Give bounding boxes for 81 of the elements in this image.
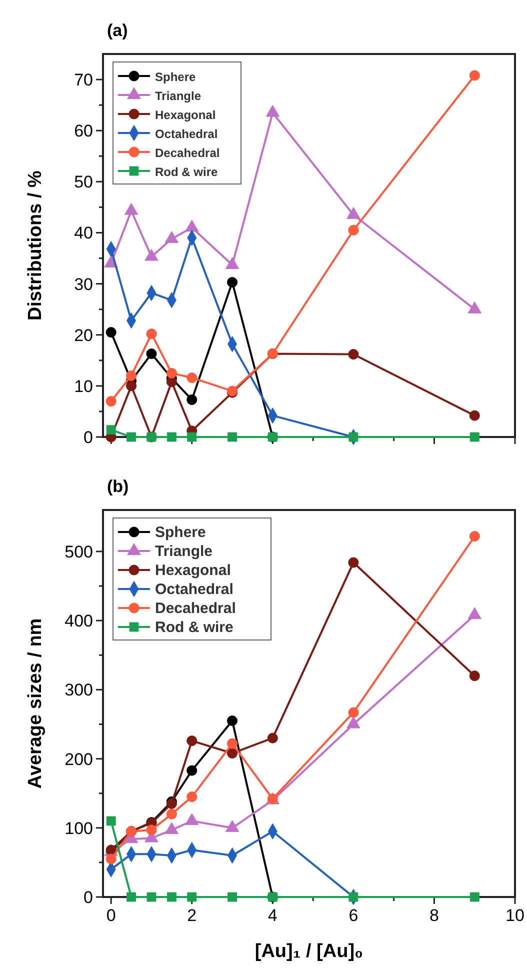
point bbox=[267, 732, 278, 744]
y-tick-label: 0 bbox=[84, 428, 93, 447]
y-axis-title: Average sizes / nm bbox=[25, 618, 46, 789]
point bbox=[470, 892, 480, 902]
point bbox=[348, 892, 358, 902]
legend-label: Hexagonal bbox=[155, 108, 216, 122]
legend-label: Octahedral bbox=[155, 581, 234, 598]
legend-label: Decahedral bbox=[155, 600, 236, 617]
y-tick-label: 500 bbox=[64, 542, 93, 562]
chart-title: (b) bbox=[107, 477, 129, 496]
y-axis-title: Distributions / % bbox=[25, 170, 46, 320]
point bbox=[186, 394, 198, 406]
y-tick-label: 10 bbox=[74, 376, 93, 396]
point bbox=[166, 892, 176, 902]
y-tick-label: 0 bbox=[84, 888, 93, 907]
point bbox=[106, 854, 116, 864]
y-tick-label: 50 bbox=[74, 172, 93, 192]
point bbox=[348, 224, 359, 236]
point bbox=[186, 792, 198, 802]
point bbox=[228, 432, 237, 442]
point bbox=[126, 432, 136, 442]
point bbox=[126, 380, 137, 392]
legend-label: Octahedral bbox=[155, 127, 218, 141]
point bbox=[166, 376, 177, 388]
point bbox=[469, 670, 480, 682]
point bbox=[226, 738, 238, 749]
point bbox=[348, 432, 358, 442]
point bbox=[126, 892, 136, 902]
legend-label: Sphere bbox=[155, 70, 196, 84]
point bbox=[187, 432, 197, 442]
point bbox=[187, 892, 197, 902]
point bbox=[166, 368, 177, 378]
point bbox=[146, 348, 157, 360]
point bbox=[226, 748, 238, 759]
point bbox=[146, 824, 157, 836]
legend-label: Rod & wire bbox=[155, 619, 234, 636]
point bbox=[186, 736, 198, 746]
x-axis-title: [Au]₁ / [Au]₀ bbox=[254, 941, 364, 962]
legend-label: Triangle bbox=[155, 89, 202, 103]
x-tick-label: 4 bbox=[268, 906, 278, 925]
y-tick-label: 40 bbox=[74, 224, 93, 243]
x-tick-label: 2 bbox=[187, 906, 197, 925]
point bbox=[226, 715, 238, 726]
y-tick-label: 100 bbox=[64, 818, 93, 838]
point bbox=[126, 370, 137, 382]
point bbox=[186, 765, 198, 776]
point bbox=[470, 432, 480, 442]
point bbox=[348, 557, 359, 568]
point bbox=[186, 372, 198, 384]
point bbox=[146, 892, 156, 902]
point bbox=[226, 276, 238, 288]
point bbox=[228, 892, 237, 902]
x-tick-label: 6 bbox=[348, 906, 358, 925]
x-tick-label: 0 bbox=[106, 906, 116, 925]
x-tick-label: 8 bbox=[429, 906, 439, 925]
y-tick-label: 30 bbox=[74, 274, 93, 294]
y-tick-label: 200 bbox=[64, 750, 93, 769]
point bbox=[166, 808, 177, 820]
point bbox=[106, 425, 116, 435]
point bbox=[146, 328, 157, 340]
legend-label: Sphere bbox=[155, 524, 206, 541]
y-tick-label: 60 bbox=[74, 122, 93, 141]
point bbox=[106, 327, 116, 338]
y-tick-label: 400 bbox=[64, 612, 93, 631]
point bbox=[469, 410, 480, 421]
chart-title: (a) bbox=[107, 21, 128, 40]
legend-label: Rod & wire bbox=[155, 165, 218, 179]
legend-label: Triangle bbox=[155, 543, 213, 560]
y-tick-label: 20 bbox=[74, 326, 93, 345]
point bbox=[106, 396, 116, 407]
y-tick-label: 300 bbox=[64, 680, 93, 700]
legend-label: Hexagonal bbox=[155, 562, 231, 579]
point bbox=[469, 530, 480, 542]
y-tick-label: 70 bbox=[74, 70, 93, 90]
point bbox=[348, 707, 359, 718]
point bbox=[166, 432, 176, 442]
x-tick-label: 10 bbox=[506, 906, 524, 925]
point bbox=[106, 816, 116, 826]
point bbox=[348, 348, 359, 360]
point bbox=[469, 70, 480, 81]
legend-label: Decahedral bbox=[155, 146, 220, 160]
